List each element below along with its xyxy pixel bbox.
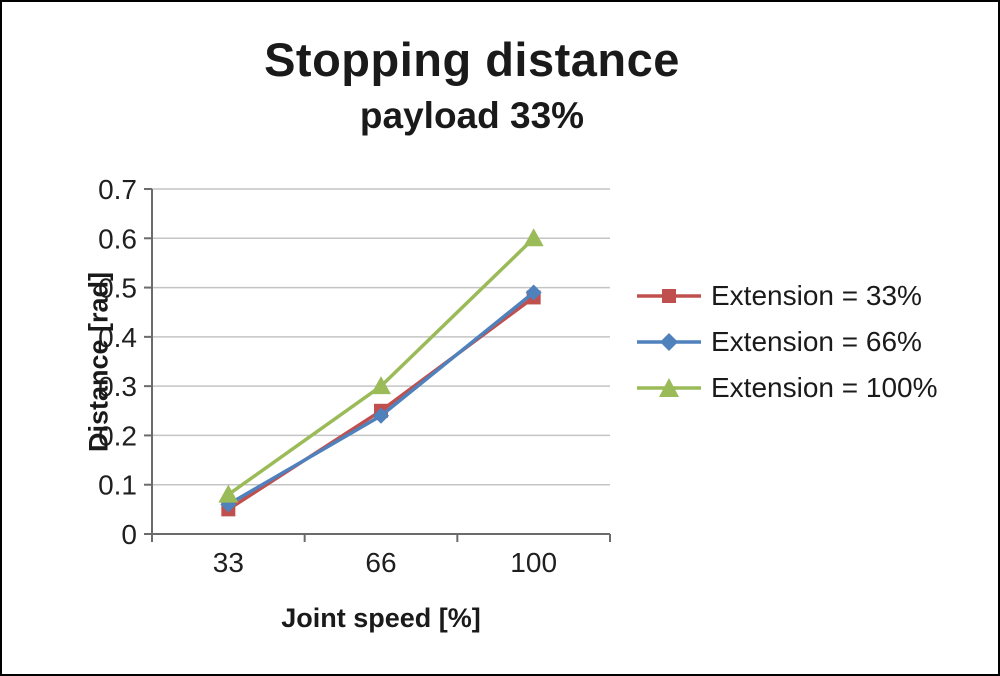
triangle-marker-icon xyxy=(659,378,679,397)
legend-label: Extension = 66% xyxy=(711,326,922,357)
y-tick-label: 0.6 xyxy=(98,223,137,254)
y-tick-label: 0.7 xyxy=(98,174,137,205)
chart-subtitle: payload 33% xyxy=(359,95,585,136)
y-tick-label: 0.5 xyxy=(98,273,137,304)
y-tick-label: 0.2 xyxy=(98,420,137,451)
y-tick-label: 0.4 xyxy=(98,322,137,353)
legend-label: Extension = 33% xyxy=(711,280,922,311)
legend-key-triangle-icon xyxy=(637,378,701,397)
series-line xyxy=(227,291,535,506)
y-tick-label: 0 xyxy=(121,519,137,550)
legend-item: Extension = 100% xyxy=(634,369,938,407)
legend-label: Extension = 100% xyxy=(711,372,938,403)
triangle-marker-icon xyxy=(523,228,544,247)
x-axis-title: Joint speed [%] xyxy=(281,603,481,633)
square-marker-icon xyxy=(662,289,676,303)
triangle-marker-icon xyxy=(218,484,239,503)
plot-area: 0 0.1 0.2 0.3 0.4 0.5 0.6 0.7 33 66 100 xyxy=(98,174,611,578)
series-line xyxy=(227,237,535,496)
y-tick-label: 0.1 xyxy=(98,470,137,501)
legend-key-diamond-icon xyxy=(637,333,701,351)
x-tick-label: 100 xyxy=(510,547,557,578)
diamond-marker-icon xyxy=(660,333,678,351)
x-tick-label: 33 xyxy=(213,547,244,578)
legend-key-square-icon xyxy=(637,289,701,303)
diamond-marker-icon xyxy=(373,407,389,424)
y-tick-label: 0.3 xyxy=(98,371,137,402)
triangle-marker-icon xyxy=(371,376,391,395)
legend-item: Extension = 33% xyxy=(634,277,938,315)
legend-item: Extension = 66% xyxy=(634,323,938,361)
legend: Extension = 33% Extension = 66% Extensio… xyxy=(634,277,938,407)
y-axis-title: Distance [rad] xyxy=(83,271,114,453)
diamond-marker-icon xyxy=(525,284,542,301)
x-tick-label: 66 xyxy=(365,547,396,578)
chart-title: Stopping distance xyxy=(264,33,680,86)
